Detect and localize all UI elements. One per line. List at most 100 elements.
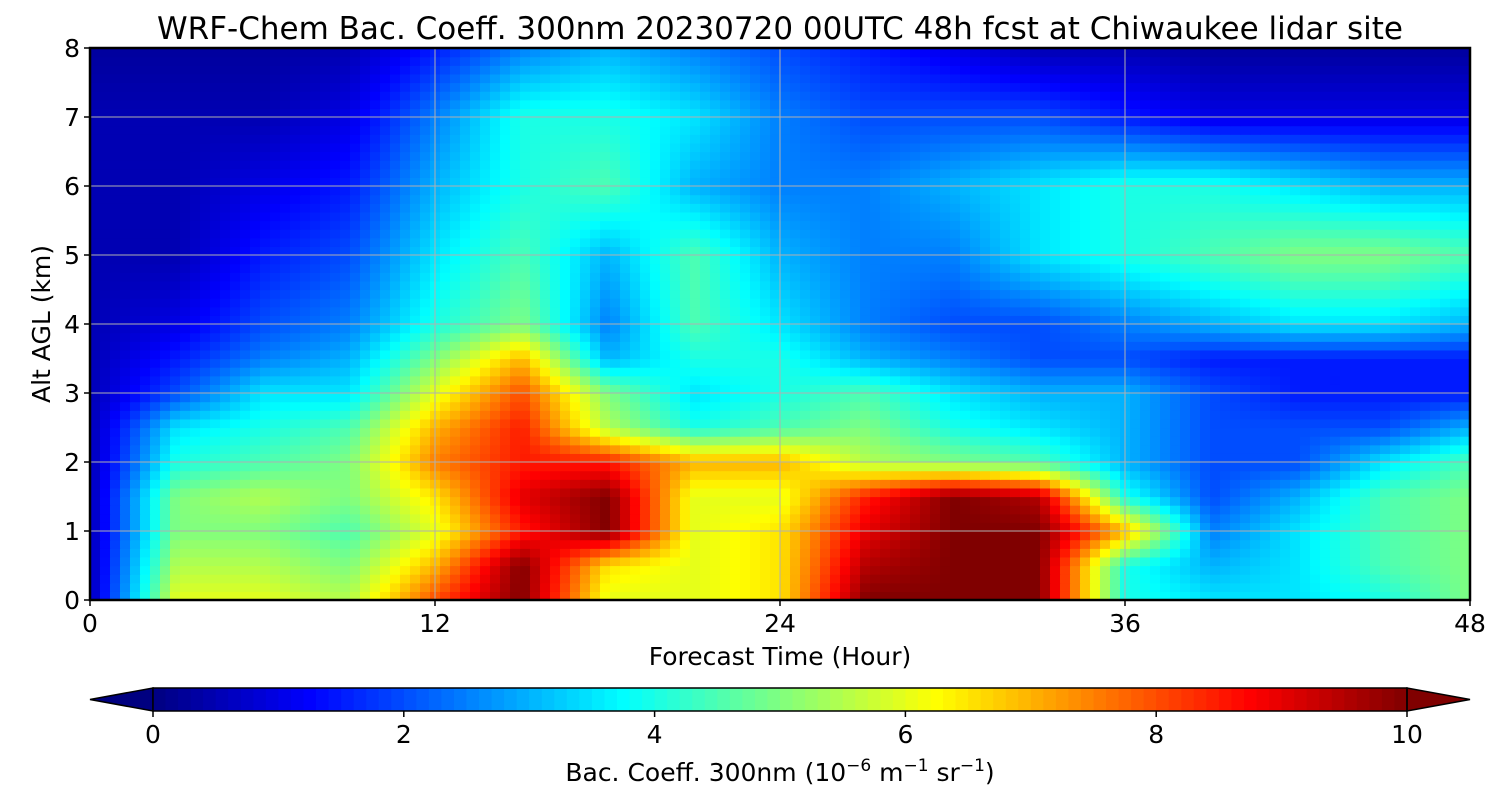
heatmap-cell xyxy=(1110,582,1121,592)
heatmap-cell xyxy=(1370,505,1381,515)
heatmap-cell xyxy=(850,358,861,368)
heatmap-cell xyxy=(840,513,851,523)
heatmap-cell xyxy=(1040,505,1051,515)
heatmap-cell xyxy=(1010,496,1021,506)
heatmap-cell xyxy=(350,548,361,558)
heatmap-cell xyxy=(1130,298,1141,308)
heatmap-cell xyxy=(1240,427,1251,437)
heatmap-cell xyxy=(1090,306,1101,316)
heatmap-cell xyxy=(1110,349,1121,360)
heatmap-cell xyxy=(1030,358,1041,368)
heatmap-cell xyxy=(1190,393,1201,403)
heatmap-cell xyxy=(770,522,781,532)
heatmap-cell xyxy=(1140,444,1151,454)
heatmap-cell xyxy=(1430,462,1441,472)
heatmap-cell xyxy=(1020,315,1031,325)
heatmap-cell xyxy=(850,487,861,498)
heatmap-cell xyxy=(670,289,681,299)
heatmap-cell xyxy=(1270,401,1281,411)
heatmap-cell xyxy=(1050,487,1061,498)
heatmap-cell xyxy=(970,531,981,541)
heatmap-cell xyxy=(840,315,851,325)
heatmap-cell xyxy=(1340,436,1351,446)
heatmap-cell xyxy=(970,384,981,394)
heatmap-cell xyxy=(250,324,261,334)
heatmap-cell xyxy=(410,513,421,523)
heatmap-cell xyxy=(670,367,681,377)
heatmap-cell xyxy=(500,582,511,592)
heatmap-cell xyxy=(570,574,581,584)
heatmap-cell xyxy=(970,496,981,506)
heatmap-cell xyxy=(440,513,451,523)
heatmap-cell xyxy=(1360,393,1371,403)
heatmap-cell xyxy=(1460,410,1471,420)
heatmap-cell xyxy=(1410,375,1421,385)
heatmap-cell xyxy=(170,315,181,325)
heatmap-cell xyxy=(660,531,671,541)
heatmap-cell xyxy=(710,298,721,308)
heatmap-cell xyxy=(160,548,171,558)
heatmap-cell xyxy=(1080,505,1091,515)
heatmap-cell xyxy=(540,574,551,584)
heatmap-cell xyxy=(770,418,781,429)
heatmap-cell xyxy=(1150,582,1161,592)
heatmap-cell xyxy=(1280,384,1291,394)
heatmap-cell xyxy=(730,418,741,429)
heatmap-cell xyxy=(980,324,991,334)
heatmap-cell xyxy=(400,462,411,472)
heatmap-cell xyxy=(640,384,651,394)
heatmap-cell xyxy=(1330,375,1341,385)
heatmap-cell xyxy=(1190,401,1201,411)
heatmap-cell xyxy=(940,298,951,308)
heatmap-cell xyxy=(770,487,781,498)
heatmap-cell xyxy=(500,358,511,368)
heatmap-cell xyxy=(1330,298,1341,308)
heatmap-cell xyxy=(960,462,971,472)
heatmap-cell xyxy=(620,332,631,342)
heatmap-cell xyxy=(1330,513,1341,523)
heatmap-cell xyxy=(1320,332,1331,342)
heatmap-cell xyxy=(1300,531,1311,541)
heatmap-cell xyxy=(620,367,631,377)
heatmap-cell xyxy=(690,565,701,575)
heatmap-cell xyxy=(1330,315,1341,325)
heatmap-cell xyxy=(490,444,501,454)
heatmap-cell xyxy=(350,289,361,299)
heatmap-cell xyxy=(920,384,931,394)
heatmap-cell xyxy=(860,513,871,523)
heatmap-cell xyxy=(1010,522,1021,532)
heatmap-cell xyxy=(730,332,741,342)
heatmap-cell xyxy=(1190,574,1201,584)
heatmap-cell xyxy=(1030,324,1041,334)
heatmap-cell xyxy=(1090,341,1101,351)
heatmap-cell xyxy=(640,453,651,463)
heatmap-cell xyxy=(90,436,101,446)
heatmap-cell xyxy=(190,358,201,368)
heatmap-cell xyxy=(1010,298,1021,308)
heatmap-cell xyxy=(1140,384,1151,394)
heatmap-cell xyxy=(1020,324,1031,334)
heatmap-cell xyxy=(1300,453,1311,463)
heatmap-cell xyxy=(370,358,381,368)
heatmap-cell xyxy=(350,393,361,403)
heatmap-cell xyxy=(570,548,581,558)
heatmap-cell xyxy=(1290,384,1301,394)
heatmap-cell xyxy=(830,367,841,377)
heatmap-cell xyxy=(690,324,701,334)
heatmap-cell xyxy=(1070,410,1081,420)
heatmap-cell xyxy=(740,324,751,334)
heatmap-cell xyxy=(830,496,841,506)
heatmap-cell xyxy=(290,306,301,316)
heatmap-cell xyxy=(790,393,801,403)
heatmap-cell xyxy=(980,548,991,558)
heatmap-cell xyxy=(1190,298,1201,308)
heatmap-cell xyxy=(460,298,471,308)
heatmap-cell xyxy=(970,565,981,575)
heatmap-cell xyxy=(420,591,431,601)
heatmap-cell xyxy=(970,349,981,360)
heatmap-cell xyxy=(1000,375,1011,385)
heatmap-cell xyxy=(100,565,111,575)
heatmap-cell xyxy=(680,341,691,351)
heatmap-cell xyxy=(880,582,891,592)
heatmap-cell xyxy=(660,513,671,523)
